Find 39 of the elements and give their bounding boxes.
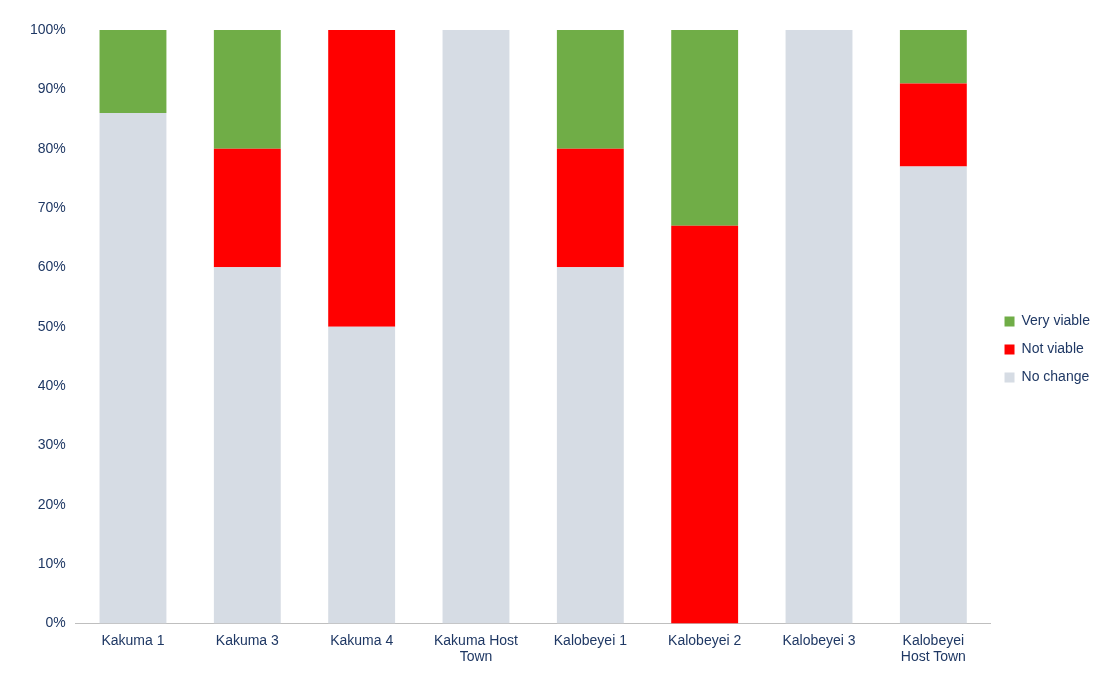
- bar: [899, 83, 967, 167]
- bar: [556, 267, 624, 624]
- bar: [671, 225, 739, 624]
- y-tick-label: 70%: [37, 198, 66, 215]
- bar: [899, 30, 967, 84]
- legend-label: Very viable: [1021, 312, 1091, 329]
- bar: [99, 113, 167, 624]
- y-tick-label: 80%: [37, 139, 66, 156]
- x-tick-label: Kakuma 3: [215, 631, 280, 648]
- bar: [671, 30, 739, 226]
- bar: [213, 30, 281, 149]
- bar: [328, 30, 396, 327]
- y-tick-label: 60%: [37, 258, 66, 275]
- x-tick-label: Kakuma 4: [330, 631, 394, 648]
- y-tick-label: 10%: [37, 554, 66, 571]
- bar: [556, 148, 624, 268]
- x-tick-label: Kalobeyei Host Town: [900, 631, 966, 665]
- y-tick-label: 30%: [37, 436, 66, 453]
- bar: [785, 30, 853, 624]
- bar: [213, 148, 281, 268]
- x-tick-label: Kalobeyei 2: [668, 631, 742, 648]
- y-tick-label: 40%: [37, 376, 66, 393]
- bar: [328, 326, 396, 624]
- bar: [442, 30, 510, 624]
- y-tick-label: 50%: [37, 317, 66, 334]
- y-tick-label: 0%: [45, 614, 66, 631]
- y-tick-label: 20%: [37, 495, 66, 512]
- y-tick-label: 90%: [37, 80, 66, 97]
- bar: [99, 30, 167, 114]
- y-tick-label: 100%: [29, 20, 66, 37]
- legend-label: Not viable: [1021, 340, 1084, 357]
- bar: [556, 30, 624, 149]
- bar: [899, 166, 967, 624]
- x-tick-label: Kalobeyei 1: [553, 631, 628, 648]
- legend-label: No change: [1021, 368, 1090, 385]
- x-tick-label: Kakuma Host Town: [433, 631, 519, 665]
- bar: [213, 267, 281, 624]
- x-tick-label: Kakuma 1: [101, 631, 165, 648]
- x-tick-label: Kalobeyei 3: [782, 631, 856, 648]
